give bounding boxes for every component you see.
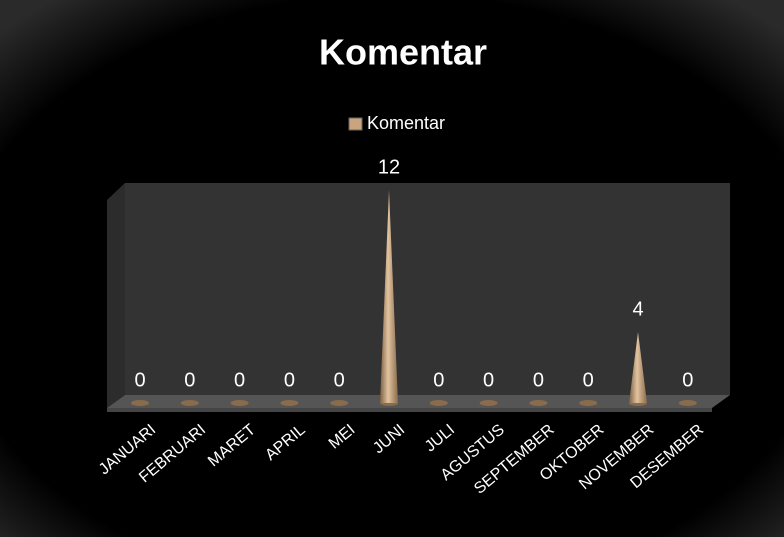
cone-base: [678, 400, 697, 406]
data-label: 4: [632, 298, 643, 320]
cone-base: [330, 400, 349, 406]
back-wall: [125, 183, 730, 395]
cone: [629, 332, 647, 403]
legend-label: Komentar: [367, 113, 445, 133]
data-label: 0: [433, 369, 444, 391]
side-wall: [107, 183, 125, 408]
data-label: 0: [334, 369, 345, 391]
cone-base: [479, 400, 498, 406]
cone-base: [180, 400, 199, 406]
legend-swatch: [348, 117, 363, 131]
floor-edge: [107, 408, 712, 412]
data-label: 0: [134, 369, 145, 391]
cone-base: [280, 400, 299, 406]
data-label: 0: [533, 369, 544, 391]
cone-base: [230, 400, 249, 406]
cone-base: [429, 400, 448, 406]
data-label: 0: [583, 369, 594, 391]
cone-base: [131, 400, 149, 406]
data-label: 0: [284, 369, 295, 391]
data-label: 0: [184, 369, 195, 391]
cone-base: [529, 400, 548, 406]
data-label: 0: [483, 369, 494, 391]
data-label: 12: [378, 156, 400, 178]
cone-base: [579, 400, 598, 406]
chart-title: Komentar: [319, 32, 487, 73]
cone: [380, 190, 398, 403]
data-label: 0: [682, 369, 693, 391]
data-label: 0: [234, 369, 245, 391]
floor: [107, 395, 730, 408]
